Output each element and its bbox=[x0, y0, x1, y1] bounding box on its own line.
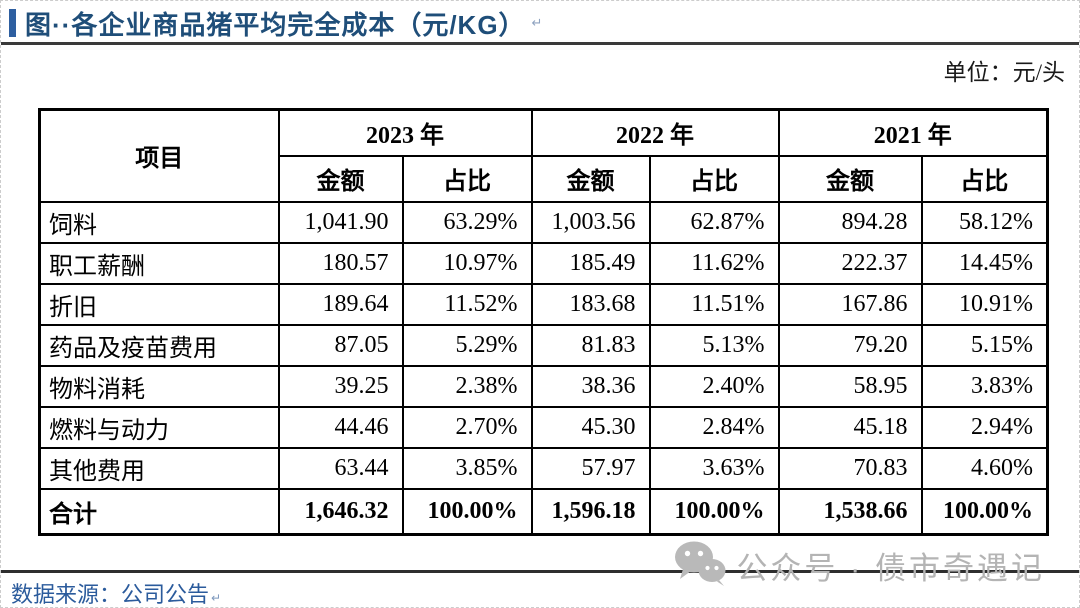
ratio-cell: 10.91% bbox=[920, 282, 1049, 326]
ratio-cell: 2.94% bbox=[920, 405, 1049, 449]
title-rule bbox=[1, 42, 1079, 45]
amount-cell: 180.57 bbox=[277, 241, 404, 285]
watermark: 公众号 · 债市奇遇记 bbox=[674, 540, 1045, 591]
amount-cell: 45.30 bbox=[530, 405, 651, 449]
amount-cell: 87.05 bbox=[277, 323, 404, 367]
amount-cell: 1,003.56 bbox=[530, 200, 651, 244]
item-column-header: 项目 bbox=[38, 108, 280, 203]
source-label: 数据来源：公司公告 bbox=[11, 582, 210, 607]
amount-cell: 39.25 bbox=[277, 364, 404, 408]
ratio-cell: 58.12% bbox=[920, 200, 1049, 244]
amount-cell: 189.64 bbox=[277, 282, 404, 326]
row-label: 饲料 bbox=[38, 200, 280, 244]
ratio-cell: 11.51% bbox=[648, 282, 780, 326]
row-label: 物料消耗 bbox=[38, 364, 280, 408]
amount-cell: 1,646.32 bbox=[277, 487, 404, 536]
ratio-header: 占比 bbox=[920, 154, 1049, 203]
title-accent-bar bbox=[9, 9, 16, 37]
title-block: 图··各企业商品猪平均完全成本（元/KG） ↵ bbox=[1, 1, 1079, 40]
table-row: 饲料 1,041.90 63.29% 1,003.56 62.87% 894.2… bbox=[38, 200, 1049, 244]
source-label-line: 数据来源：公司公告 ↵ bbox=[11, 577, 222, 607]
ratio-cell: 3.63% bbox=[648, 446, 780, 490]
ratio-cell: 2.70% bbox=[401, 405, 533, 449]
year-header-2021: 2021 年 bbox=[777, 108, 1049, 157]
ratio-cell: 2.40% bbox=[648, 364, 780, 408]
amount-cell: 63.44 bbox=[277, 446, 404, 490]
amount-cell: 1,596.18 bbox=[530, 487, 651, 536]
ratio-cell: 63.29% bbox=[401, 200, 533, 244]
table-total-row: 合计 1,646.32 100.00% 1,596.18 100.00% 1,5… bbox=[38, 487, 1049, 536]
watermark-text: 公众号 · 债市奇遇记 bbox=[736, 551, 1045, 586]
paragraph-mark: ↵ bbox=[531, 15, 543, 31]
amount-header: 金额 bbox=[277, 154, 404, 203]
cost-table: 项目 2023 年 2022 年 2021 年 金额 占比 金额 占比 金额 占… bbox=[38, 108, 1049, 536]
amount-cell: 1,538.66 bbox=[777, 487, 923, 536]
ratio-cell: 14.45% bbox=[920, 241, 1049, 285]
ratio-cell: 3.85% bbox=[401, 446, 533, 490]
row-label: 药品及疫苗费用 bbox=[38, 323, 280, 367]
amount-cell: 167.86 bbox=[777, 282, 923, 326]
ratio-cell: 10.97% bbox=[401, 241, 533, 285]
ratio-cell: 4.60% bbox=[920, 446, 1049, 490]
amount-cell: 222.37 bbox=[777, 241, 923, 285]
ratio-cell: 100.00% bbox=[648, 487, 780, 536]
table-header-row-subcols: 金额 占比 金额 占比 金额 占比 bbox=[40, 154, 1049, 203]
amount-cell: 70.83 bbox=[777, 446, 923, 490]
amount-cell: 185.49 bbox=[530, 241, 651, 285]
ratio-cell: 11.52% bbox=[401, 282, 533, 326]
row-label: 折旧 bbox=[38, 282, 280, 326]
page-title: 图··各企业商品猪平均完全成本（元/KG） bbox=[25, 9, 526, 40]
ratio-cell: 100.00% bbox=[920, 487, 1049, 536]
ratio-cell: 11.62% bbox=[648, 241, 780, 285]
table-row: 物料消耗 39.25 2.38% 38.36 2.40% 58.95 3.83% bbox=[38, 364, 1049, 408]
ratio-cell: 2.38% bbox=[401, 364, 533, 408]
amount-cell: 183.68 bbox=[530, 282, 651, 326]
paragraph-mark: ↵ bbox=[211, 591, 222, 605]
ratio-cell: 2.84% bbox=[648, 405, 780, 449]
amount-cell: 894.28 bbox=[777, 200, 923, 244]
unit-label: 单位：元/头 bbox=[943, 60, 1065, 85]
wechat-icon bbox=[674, 540, 726, 591]
source-rule bbox=[1, 570, 1079, 573]
table-row: 折旧 189.64 11.52% 183.68 11.51% 167.86 10… bbox=[38, 282, 1049, 326]
amount-header: 金额 bbox=[777, 154, 923, 203]
amount-cell: 44.46 bbox=[277, 405, 404, 449]
row-label: 职工薪酬 bbox=[38, 241, 280, 285]
amount-cell: 79.20 bbox=[777, 323, 923, 367]
amount-cell: 58.95 bbox=[777, 364, 923, 408]
row-label: 其他费用 bbox=[38, 446, 280, 490]
amount-cell: 1,041.90 bbox=[277, 200, 404, 244]
ratio-cell: 3.83% bbox=[920, 364, 1049, 408]
ratio-header: 占比 bbox=[648, 154, 780, 203]
year-header-2023: 2023 年 bbox=[277, 108, 533, 157]
table-row: 其他费用 63.44 3.85% 57.97 3.63% 70.83 4.60% bbox=[38, 446, 1049, 490]
amount-cell: 57.97 bbox=[530, 446, 651, 490]
table-row: 药品及疫苗费用 87.05 5.29% 81.83 5.13% 79.20 5.… bbox=[38, 323, 1049, 367]
ratio-cell: 5.13% bbox=[648, 323, 780, 367]
table-row: 职工薪酬 180.57 10.97% 185.49 11.62% 222.37 … bbox=[38, 241, 1049, 285]
amount-cell: 45.18 bbox=[777, 405, 923, 449]
ratio-cell: 100.00% bbox=[401, 487, 533, 536]
ratio-header: 占比 bbox=[401, 154, 533, 203]
table-row: 燃料与动力 44.46 2.70% 45.30 2.84% 45.18 2.94… bbox=[38, 405, 1049, 449]
amount-header: 金额 bbox=[530, 154, 651, 203]
amount-cell: 81.83 bbox=[530, 323, 651, 367]
amount-cell: 38.36 bbox=[530, 364, 651, 408]
ratio-cell: 5.29% bbox=[401, 323, 533, 367]
year-header-2022: 2022 年 bbox=[530, 108, 780, 157]
ratio-cell: 62.87% bbox=[648, 200, 780, 244]
total-row-label: 合计 bbox=[38, 487, 280, 536]
row-label: 燃料与动力 bbox=[38, 405, 280, 449]
ratio-cell: 5.15% bbox=[920, 323, 1049, 367]
table-header-row-years: 项目 2023 年 2022 年 2021 年 bbox=[38, 108, 1049, 203]
